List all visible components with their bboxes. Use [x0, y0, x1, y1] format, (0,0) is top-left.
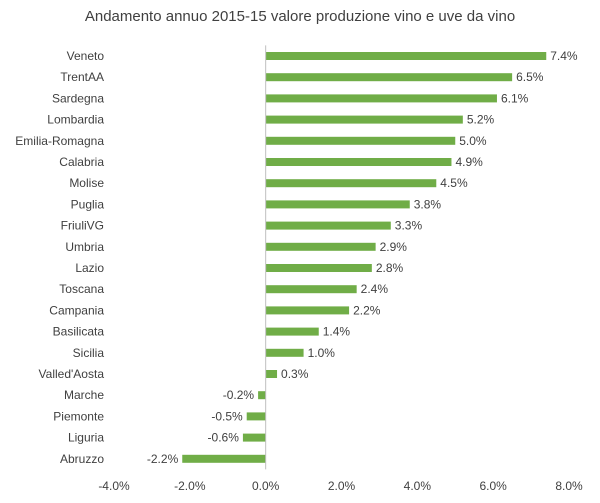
data-label: 4.9%	[455, 155, 483, 169]
category-label: Marche	[64, 388, 104, 402]
bar-lazio	[265, 264, 372, 272]
bars-layer	[182, 52, 547, 463]
bar-marche	[258, 391, 266, 400]
bar-sicilia	[265, 348, 304, 357]
bar-veneto	[265, 52, 547, 60]
category-label: Valled'Aosta	[39, 367, 105, 381]
category-label: Abruzzo	[60, 452, 104, 466]
bar-trentaa	[265, 73, 513, 82]
category-label: Molise	[69, 176, 104, 190]
data-label: 1.4%	[323, 325, 351, 339]
bar-liguria	[242, 433, 266, 442]
data-label: 5.0%	[459, 134, 487, 148]
data-label: -0.2%	[223, 388, 255, 402]
category-label: Sicilia	[73, 346, 105, 360]
category-label: Piemonte	[53, 409, 104, 423]
category-label: Puglia	[71, 197, 105, 211]
category-label: Toscana	[59, 282, 104, 296]
bar-valled-aosta	[265, 370, 278, 378]
x-tick-label: 8.0%	[555, 479, 583, 493]
bar-abruzzo	[182, 454, 266, 463]
category-label: Calabria	[59, 155, 104, 169]
bar-umbria	[265, 242, 376, 251]
data-label: 6.1%	[501, 91, 529, 105]
data-label: 2.2%	[353, 303, 381, 317]
x-tick-label: -2.0%	[174, 479, 206, 493]
category-label: Umbria	[65, 240, 104, 254]
bar-piemonte	[246, 412, 266, 421]
bar-toscana	[265, 285, 357, 294]
x-tick-label: 0.0%	[252, 479, 280, 493]
bar-sardegna	[265, 94, 497, 103]
x-tick-label: 6.0%	[479, 479, 507, 493]
data-label: 1.0%	[308, 346, 336, 360]
x-tick-label: 4.0%	[404, 479, 432, 493]
category-label: Sardegna	[52, 91, 104, 105]
bar-friulivg	[265, 221, 391, 230]
bar-campania	[265, 306, 350, 315]
category-label: Liguria	[68, 431, 104, 445]
data-label: -2.2%	[147, 452, 179, 466]
data-label: 5.2%	[467, 113, 495, 127]
x-tick-label: -4.0%	[98, 479, 130, 493]
bar-molise	[265, 179, 437, 188]
data-label: 3.3%	[395, 219, 423, 233]
labels-layer: Veneto 7.4% TrentAA 6.5% Sardegna 6.1% Lombard…	[15, 49, 578, 466]
category-label: Lazio	[75, 261, 104, 275]
chart-title: Andamento annuo 2015-15 valore produzion…	[84, 8, 516, 25]
x-tick-label: 2.0%	[328, 479, 356, 493]
category-label: TrentAA	[60, 70, 104, 84]
bar-basilicata	[265, 327, 319, 336]
data-label: -0.6%	[208, 431, 240, 445]
data-label: -0.5%	[211, 409, 243, 423]
data-label: 7.4%	[550, 49, 578, 63]
data-label: 0.3%	[281, 367, 309, 381]
category-label: Campania	[49, 303, 104, 317]
data-label: 2.9%	[380, 240, 408, 254]
bar-emilia-romagna	[265, 136, 456, 145]
bar-puglia	[265, 200, 410, 209]
category-label: FriuliVG	[61, 219, 104, 233]
bar-calabria	[265, 158, 452, 166]
data-label: 6.5%	[516, 70, 544, 84]
data-label: 4.5%	[440, 176, 468, 190]
bar-lombardia	[265, 115, 463, 124]
category-label: Emilia-Romagna	[15, 134, 104, 148]
category-label: Lombardia	[47, 113, 104, 127]
category-label: Basilicata	[53, 325, 105, 339]
data-label: 3.8%	[414, 197, 442, 211]
x-axis-ticks: -4.0% -2.0% 0.0% 2.0% 4.0% 6.0% 8.0%	[98, 479, 583, 493]
data-label: 2.4%	[361, 282, 389, 296]
data-label: 2.8%	[376, 261, 404, 275]
category-label: Veneto	[67, 49, 105, 63]
